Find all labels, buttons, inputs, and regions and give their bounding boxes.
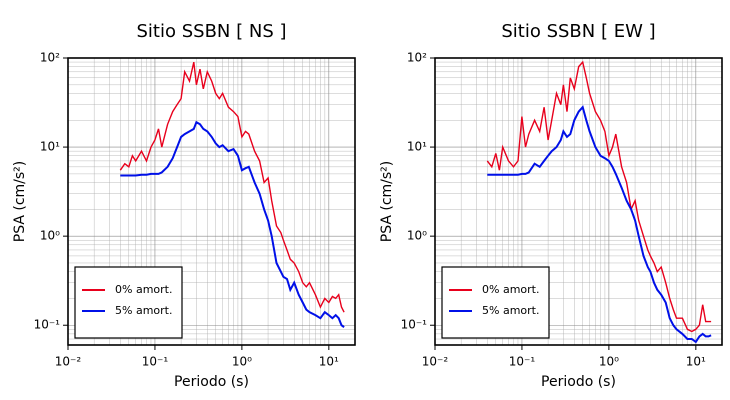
x-tick-label: 10⁻¹ bbox=[509, 355, 536, 369]
x-tick-label: 10⁰ bbox=[232, 355, 252, 369]
series-line bbox=[487, 105, 712, 344]
y-tick-label: 10¹ bbox=[40, 140, 60, 154]
y-tick-label: 10⁰ bbox=[40, 229, 60, 243]
plot-frame bbox=[434, 57, 723, 346]
y-tick-label: 10⁻¹ bbox=[34, 318, 61, 332]
panel: 10⁻² 10⁻¹ 10⁰ 10¹ 10⁻¹ 10⁰ 10¹ 10² Sitio SSBN [ … bbox=[379, 21, 723, 390]
y-tick-label: 10² bbox=[407, 51, 427, 65]
x-tick-label: 10¹ bbox=[319, 355, 339, 369]
chart-title: Sitio SSBN [ NS ] bbox=[137, 21, 287, 42]
x-tick-label: 10⁰ bbox=[599, 355, 619, 369]
x-tick-label: 10⁻¹ bbox=[142, 355, 169, 369]
legend-box bbox=[74, 266, 183, 339]
legend-label: 0% amort. bbox=[482, 283, 539, 296]
y-axis-label: PSA (cm/s²) bbox=[379, 161, 395, 243]
x-axis-label: Periodo (s) bbox=[541, 374, 616, 390]
x-tick-label: 10⁻² bbox=[422, 355, 449, 369]
legend-label: 0% amort. bbox=[115, 283, 172, 296]
chart-title: Sitio SSBN [ EW ] bbox=[501, 21, 655, 42]
legend-label: 5% amort. bbox=[115, 304, 172, 317]
x-tick-label: 10⁻² bbox=[55, 355, 82, 369]
series-line bbox=[120, 120, 345, 328]
series-line bbox=[119, 61, 345, 313]
x-tick-label: 10¹ bbox=[686, 355, 706, 369]
legend-label: 5% amort. bbox=[482, 304, 539, 317]
y-tick-label: 10¹ bbox=[407, 140, 427, 154]
series-line bbox=[486, 60, 712, 333]
y-tick-label: 10⁰ bbox=[407, 229, 427, 243]
y-tick-label: 10² bbox=[40, 51, 60, 65]
panel: 10⁻² 10⁻¹ 10⁰ 10¹ 10⁻¹ 10⁰ 10¹ 10² Sitio SSBN [ … bbox=[12, 21, 356, 390]
x-axis-label: Periodo (s) bbox=[174, 374, 249, 390]
plot-frame bbox=[67, 57, 356, 346]
y-axis-label: PSA (cm/s²) bbox=[12, 161, 28, 243]
legend-box bbox=[441, 266, 550, 339]
y-tick-label: 10⁻¹ bbox=[401, 318, 428, 332]
